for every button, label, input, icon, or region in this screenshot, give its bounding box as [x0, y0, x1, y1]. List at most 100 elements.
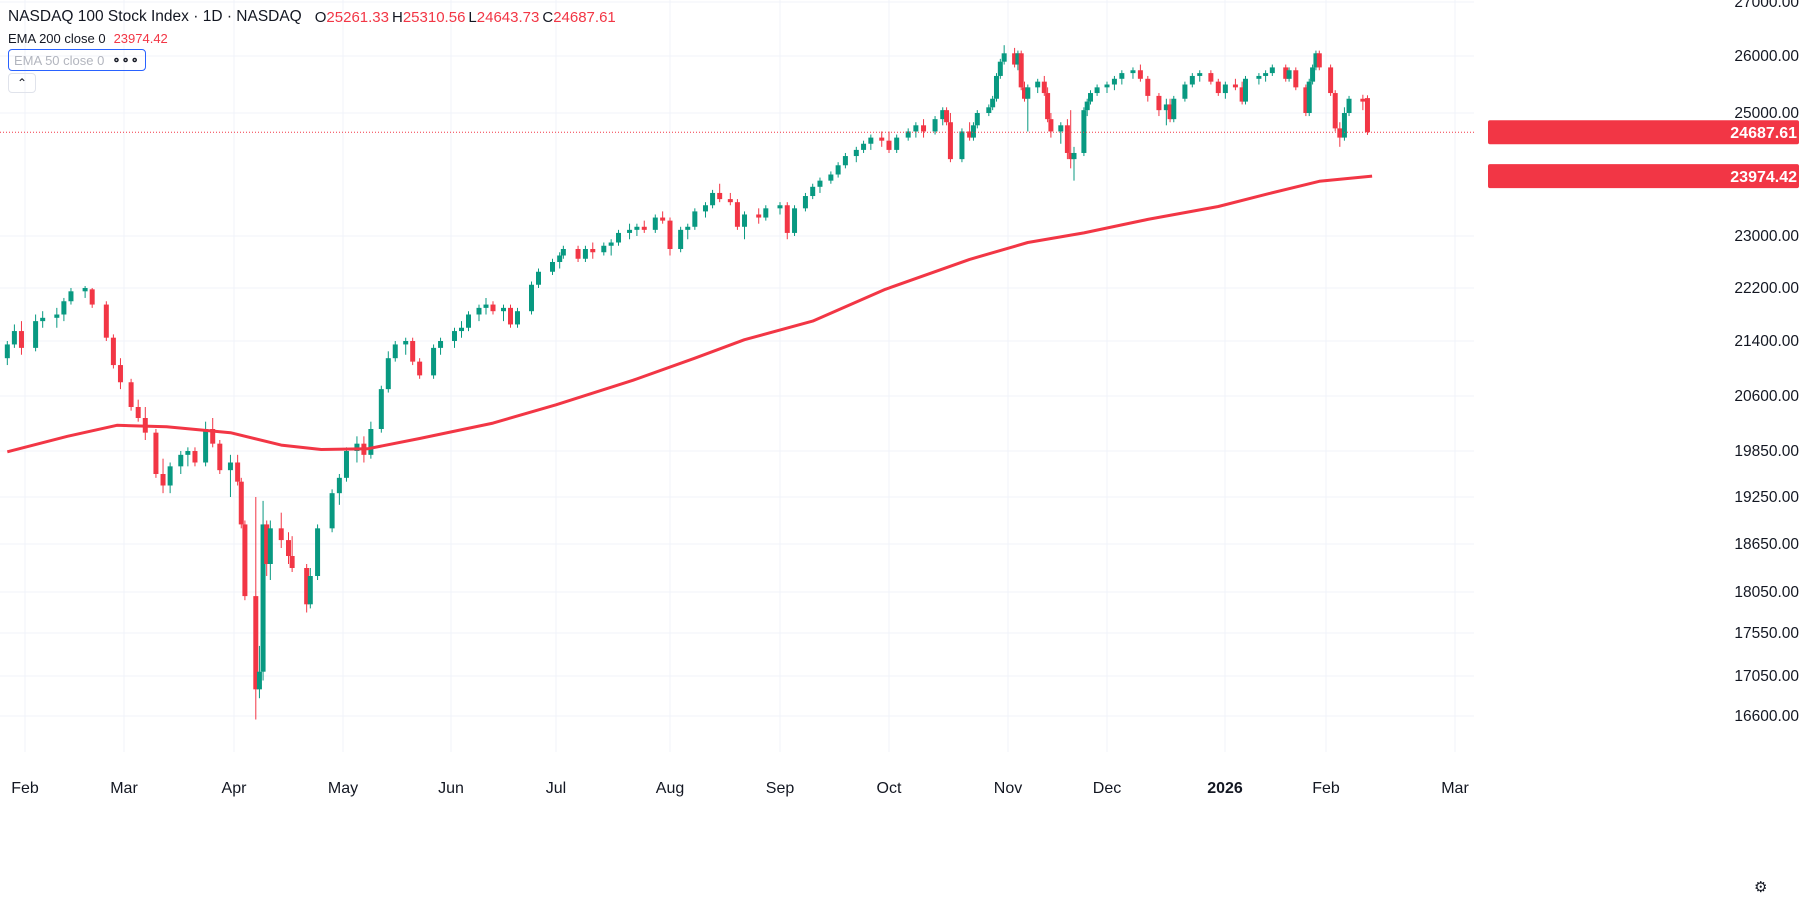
- candle-body: [235, 462, 241, 482]
- candle-body: [944, 110, 950, 123]
- candle-body: [466, 314, 471, 328]
- candle-2025-12-08: [1130, 67, 1136, 79]
- candle-body: [256, 671, 262, 690]
- gear-icon[interactable]: ⚙: [1754, 879, 1768, 896]
- candle-body: [385, 358, 391, 390]
- candle-body: [1263, 73, 1269, 76]
- candle-2025-07-21: [627, 223, 633, 240]
- candle-2025-10-24: [974, 110, 980, 129]
- candle-2025-08-18: [727, 192, 733, 206]
- candle-2025-10-23: [970, 122, 976, 141]
- candle-body: [167, 466, 173, 486]
- collapse-legend-button[interactable]: ⌃: [8, 73, 36, 93]
- series-legend[interactable]: NASDAQ 100 Stock Index · 1D · NASDAQ O 25…: [8, 6, 616, 28]
- candle-body: [1111, 78, 1117, 85]
- candle-2025-10-06: [905, 128, 911, 141]
- candle-body: [1189, 75, 1195, 85]
- candle-body: [1041, 81, 1047, 94]
- candle-body: [128, 382, 134, 407]
- candle-2025-12-12: [1145, 75, 1151, 102]
- candle-body: [286, 540, 291, 556]
- candle-2025-10-13: [932, 116, 938, 135]
- candle-body: [763, 208, 769, 218]
- candle-body: [1035, 81, 1041, 88]
- candle-body: [678, 229, 684, 249]
- candle-body: [734, 202, 740, 227]
- candle-2025-09-22: [853, 146, 859, 163]
- time-tick-label: Mar: [110, 780, 138, 797]
- candle-body: [1084, 101, 1090, 111]
- candle-body: [990, 98, 996, 108]
- candle-body: [18, 331, 24, 348]
- time-tick-label: Apr: [222, 780, 248, 797]
- candle-body: [378, 389, 384, 429]
- candle-body: [89, 289, 95, 305]
- candle-2025-10-17: [947, 113, 953, 163]
- candle-2025-05-02: [343, 447, 349, 482]
- candle-body: [192, 451, 198, 463]
- last-price-label: 24687.61: [1730, 125, 1797, 142]
- symbol-title[interactable]: NASDAQ 100 Stock Index · 1D · NASDAQ: [8, 8, 302, 25]
- candle-2025-04-14: [278, 512, 284, 548]
- candle-body: [828, 174, 834, 181]
- candle-body: [431, 347, 437, 376]
- candle-2025-10-16: [944, 107, 950, 126]
- candle-body: [1068, 152, 1074, 160]
- candle-body: [160, 474, 166, 486]
- candle-2025-06-30: [550, 258, 555, 275]
- candle-2025-04-24: [315, 524, 321, 580]
- candle-2025-09-19: [842, 152, 848, 169]
- candle-body: [210, 429, 216, 444]
- candle-body: [993, 75, 999, 99]
- candle-body: [103, 304, 109, 338]
- candle-body: [403, 341, 409, 345]
- time-axis[interactable]: Feb Mar Apr May Jun Jul Aug Sep Oct Nov Dec 2026 Feb…: [11, 780, 1469, 797]
- candle-2025-04-11: [267, 520, 273, 580]
- candle-2025-05-12: [378, 385, 384, 433]
- candle-body: [307, 576, 313, 605]
- candle-body: [253, 596, 259, 690]
- candle-body: [343, 451, 349, 478]
- candle-2025-07-28: [652, 214, 658, 233]
- candle-body: [11, 331, 17, 345]
- candle-2025-05-19: [403, 337, 409, 355]
- candle-body: [842, 156, 848, 166]
- price-tick-label: 16600.00: [1734, 708, 1799, 725]
- candle-body: [1337, 128, 1343, 138]
- candle-2026-01-14: [1263, 70, 1269, 82]
- candle-2025-12-19: [1171, 95, 1177, 123]
- candle-2025-08-22: [742, 211, 748, 240]
- price-tick-label: 27000.00: [1734, 0, 1799, 11]
- time-tick-label: 2026: [1207, 780, 1243, 797]
- indicator-ema-200[interactable]: EMA 200 close 0 23974.42: [8, 28, 616, 48]
- candle-2025-11-06: [1022, 81, 1027, 102]
- candle-body: [1232, 84, 1238, 88]
- more-options-icon[interactable]: ∘∘∘: [112, 52, 140, 67]
- candle-2025-10-27: [986, 104, 992, 117]
- candle-2026-01-07: [1239, 81, 1245, 105]
- candle-body: [33, 321, 39, 348]
- candle-body: [727, 199, 733, 203]
- candle-body: [652, 217, 658, 230]
- candle-2025-12-03: [1111, 75, 1117, 91]
- chevron-up-icon: ⌃: [16, 76, 28, 90]
- candle-body: [1064, 125, 1070, 153]
- price-tick-label: 25000.00: [1734, 105, 1799, 122]
- candle-body: [1104, 84, 1110, 88]
- candle-body: [560, 249, 566, 256]
- indicator-ema-50[interactable]: EMA 50 close 0 ∘∘∘: [8, 49, 146, 71]
- candle-2026-01-26: [1303, 84, 1309, 117]
- price-tick-label: 17550.00: [1734, 625, 1799, 642]
- candle-body: [550, 262, 555, 272]
- candle-2025-10-03: [894, 134, 900, 153]
- ema-200-line[interactable]: [6, 174, 1373, 454]
- time-tick-label: Feb: [11, 780, 39, 797]
- candle-2025-02-14: [68, 288, 74, 305]
- candle-2025-06-13: [490, 301, 496, 315]
- candle-body: [894, 137, 900, 150]
- candle-body: [1283, 67, 1289, 79]
- candle-body: [1293, 70, 1299, 88]
- candle-2025-03-31: [227, 454, 233, 497]
